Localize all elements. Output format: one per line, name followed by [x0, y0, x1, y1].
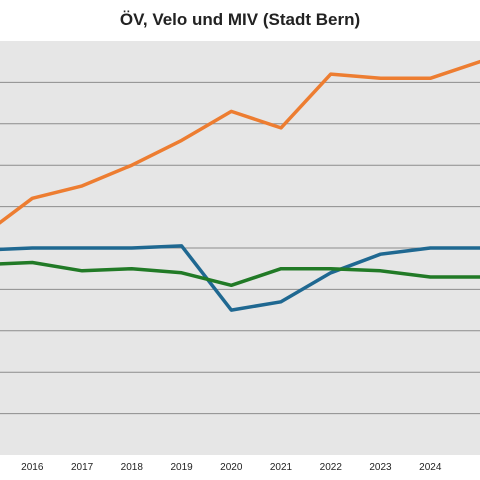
x-tick-label: 2020 [220, 462, 243, 473]
x-tick-label: 2024 [419, 462, 442, 473]
series-line-1 [0, 59, 480, 225]
series-line-2 [0, 244, 480, 312]
series-layer [0, 59, 480, 312]
series-line-3 [0, 260, 480, 288]
chart-title: ÖV, Velo und MIV (Stadt Bern) [120, 10, 360, 29]
x-tick-label: 2016 [21, 462, 44, 473]
x-tick-label: 2022 [320, 462, 343, 473]
x-tick-label: 2018 [121, 462, 144, 473]
x-tick-label: 2021 [270, 462, 293, 473]
x-axis: 2016 2017 2018 2019 2020 2021 2022 2023 2024 [21, 462, 442, 473]
x-tick-label: 2019 [170, 462, 193, 473]
x-tick-label: 2017 [71, 462, 94, 473]
x-tick-label: 2023 [369, 462, 392, 473]
